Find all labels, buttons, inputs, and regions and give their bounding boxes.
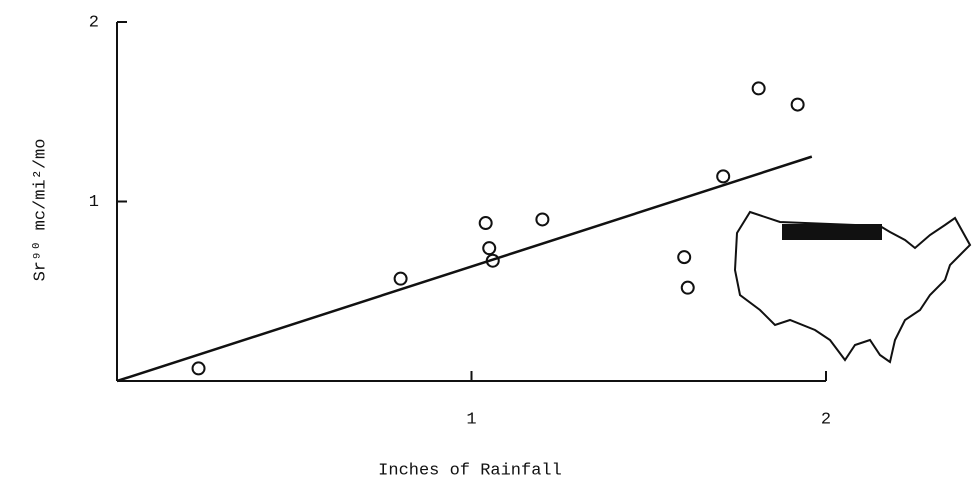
point xyxy=(482,241,497,256)
point xyxy=(535,212,550,227)
point xyxy=(393,271,408,286)
point xyxy=(485,253,500,268)
y-tick-label: 2 xyxy=(89,13,99,32)
us-map-inset xyxy=(733,210,972,364)
point xyxy=(680,280,695,295)
point xyxy=(478,216,493,231)
y-axis-label: Sr⁹⁰ mc/mi²/mo xyxy=(31,139,50,282)
point xyxy=(716,169,731,184)
trend-line xyxy=(116,155,813,383)
point xyxy=(790,97,805,112)
x-axis-label: Inches of Rainfall xyxy=(378,461,562,480)
x-tick-label: 1 xyxy=(466,410,476,429)
x-tick-label: 2 xyxy=(821,410,831,429)
y-tick-label: 1 xyxy=(89,193,99,212)
point xyxy=(191,361,206,376)
point xyxy=(751,81,766,96)
point xyxy=(677,250,692,265)
